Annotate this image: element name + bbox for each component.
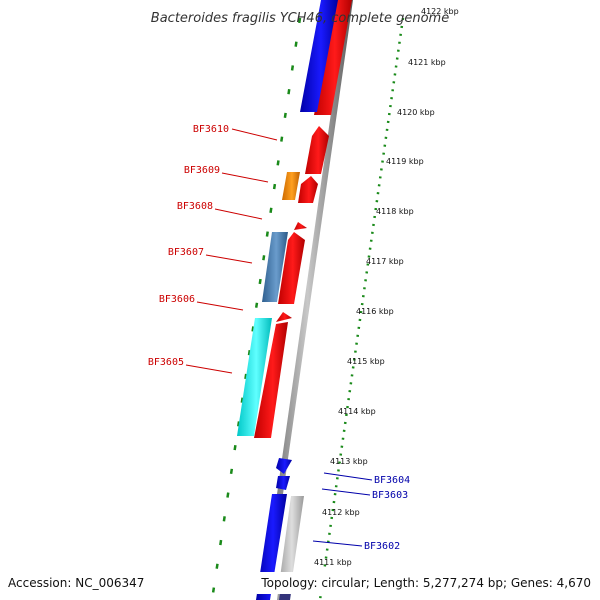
leader-line-bf3606: [196, 301, 244, 311]
footer-summary-bg: [257, 572, 597, 594]
tick-label: 4119 kbp: [386, 157, 424, 166]
gene-labels: BF3610 BF3609 BF3608 BF3607 BF3606 BF360…: [148, 124, 410, 552]
tick-label: 4121 kbp: [408, 58, 446, 67]
leader-line-bf3604: [323, 472, 373, 481]
tick-label: 4113 kbp: [330, 457, 368, 466]
leader-line-bf3609: [221, 172, 269, 183]
forward-gene-bf3606: [276, 312, 292, 322]
tick-row-outer: [318, 17, 405, 600]
tick-label: 4117 kbp: [366, 257, 404, 266]
footer-summary: Topology: circular; Length: 5,277,274 bp…: [260, 576, 591, 590]
leader-line-bf3608: [214, 208, 263, 220]
tick-label: 4122 kbp: [421, 7, 459, 16]
leader-line-bf3610: [231, 128, 278, 141]
gene-label-bf3603[interactable]: BF3603: [372, 490, 408, 501]
reverse-gene-top: [300, 0, 338, 112]
gene-label-bf3607[interactable]: BF3607: [168, 247, 204, 258]
gene-label-bf3605[interactable]: BF3605: [148, 357, 184, 368]
gene-orange: [282, 172, 300, 200]
tick-label: 4115 kbp: [347, 357, 385, 366]
gene-label-bf3610[interactable]: BF3610: [193, 124, 229, 135]
leader-line-bf3607: [205, 254, 253, 264]
footer-accession-bg: [4, 572, 148, 594]
reverse-gene-bf3604-a: [276, 458, 292, 474]
tick-row-inner: [210, 17, 302, 600]
tick-label: 4111 kbp: [314, 558, 352, 567]
gene-cyan: [237, 318, 272, 436]
forward-gene-top: [314, 0, 352, 115]
gene-label-bf3608[interactable]: BF3608: [177, 201, 213, 212]
forward-gene-bf3609: [298, 176, 318, 203]
leader-line-bf3602: [312, 540, 363, 547]
gene-steelblue: [262, 232, 288, 302]
gene-label-bf3602[interactable]: BF3602: [364, 541, 400, 552]
gene-label-bf3609[interactable]: BF3609: [184, 165, 220, 176]
forward-gene-bf3610: [305, 126, 329, 174]
tick-label: 4112 kbp: [322, 508, 360, 517]
tick-label: 4118 kbp: [376, 207, 414, 216]
leader-line-bf3603: [321, 488, 371, 496]
forward-gene-bf3605: [254, 322, 288, 438]
leader-line-bf3605: [185, 364, 233, 374]
tick-labels: 4122 kbp 4121 kbp 4120 kbp 4119 kbp 4118…: [314, 7, 459, 567]
forward-gene-bf3607: [278, 232, 305, 304]
map-title: Bacteroides fragilis YCH46, complete gen…: [151, 11, 449, 26]
genome-backbone: [262, 0, 353, 600]
footer-accession: Accession: NC_006347: [8, 576, 144, 590]
gene-label-bf3606[interactable]: BF3606: [159, 294, 195, 305]
tick-label: 4116 kbp: [356, 307, 394, 316]
tick-label: 4114 kbp: [338, 407, 376, 416]
leader-lines: [185, 128, 373, 547]
forward-gene-bf3608: [294, 222, 307, 230]
reverse-gene-bf3604-b: [276, 476, 290, 490]
tick-label: 4120 kbp: [397, 108, 435, 117]
gene-label-bf3604[interactable]: BF3604: [374, 475, 410, 486]
